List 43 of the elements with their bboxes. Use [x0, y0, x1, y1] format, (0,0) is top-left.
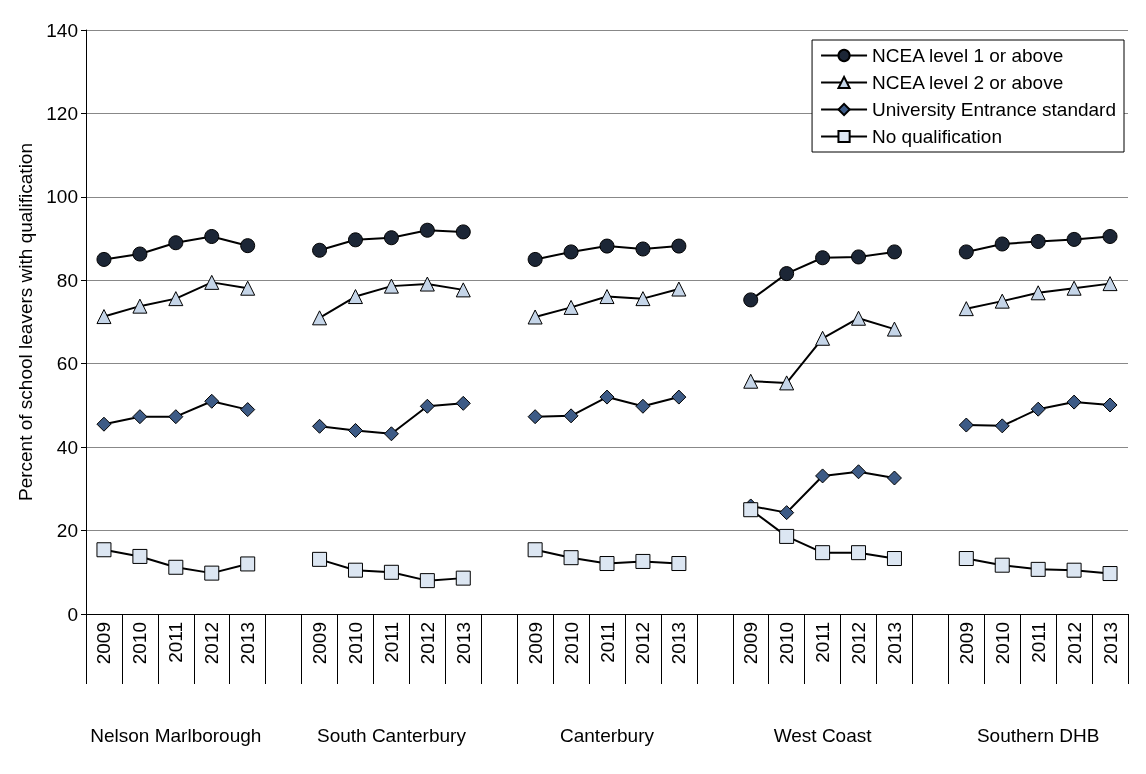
x-tick-label: 2010: [991, 622, 1013, 665]
legend-label: NCEA level 2 or above: [872, 72, 1064, 93]
y-tick-label: 80: [56, 269, 78, 291]
x-tick-label: 2009: [955, 622, 977, 665]
x-tick-label: 2011: [812, 622, 834, 663]
x-tick-label: 2012: [848, 622, 870, 665]
x-tick-label: 2013: [1099, 622, 1121, 665]
text: Canterbury: [560, 725, 655, 746]
y-tick-label: 60: [56, 353, 78, 375]
x-tick-label: 2010: [560, 622, 582, 665]
legend-label: University Entrance standard: [872, 99, 1117, 120]
text: West Coast: [773, 725, 873, 746]
x-tick-label: 2011: [1027, 622, 1049, 663]
x-tick-label: 2013: [452, 622, 474, 665]
x-tick-label: 2010: [344, 622, 366, 665]
legend-label: NCEA level 1 or above: [872, 45, 1064, 66]
x-tick-label: 2013: [668, 622, 690, 665]
x-tick-label: 2012: [1063, 622, 1085, 665]
x-tick-label: 2011: [165, 622, 187, 663]
text: South Canterbury: [316, 725, 467, 746]
x-tick-label: 2009: [93, 622, 115, 665]
x-tick-label: 2012: [632, 622, 654, 665]
x-tick-label: 2010: [129, 622, 151, 665]
x-tick-label: 2009: [740, 622, 762, 665]
x-tick-label: 2013: [883, 622, 905, 665]
x-tick-label: 2012: [201, 622, 223, 665]
y-tick-label: 100: [46, 186, 78, 208]
x-tick-label: 2009: [524, 622, 546, 665]
legend-label: No qualification: [872, 126, 1002, 147]
y-tick-label: 20: [56, 520, 78, 542]
x-tick-label: 2010: [776, 622, 798, 665]
text: Southern DHB: [976, 725, 1100, 746]
x-tick-label: 2011: [380, 622, 402, 663]
y-axis-title: Percent of school leavers with qualification: [15, 142, 37, 502]
x-tick-label: 2012: [416, 622, 438, 665]
x-tick-label: 2011: [596, 622, 618, 663]
text: Nelson Marlborough: [90, 725, 262, 746]
x-tick-label: 2013: [237, 622, 259, 665]
x-tick-label: 2009: [309, 622, 331, 665]
y-tick-label: 120: [46, 102, 78, 124]
y-tick-label: 0: [67, 603, 78, 625]
y-tick-label: 140: [46, 19, 78, 41]
y-tick-label: 40: [56, 436, 78, 458]
